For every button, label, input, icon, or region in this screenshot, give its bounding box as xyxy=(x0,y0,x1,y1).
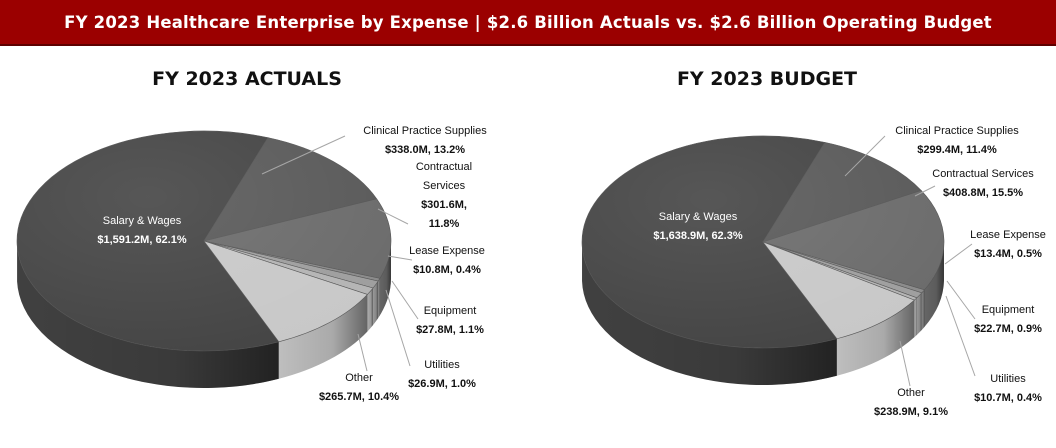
slice-value-contractual-services: $408.8M, 15.5% xyxy=(943,187,1023,199)
slice-label-salary-and-wages: Salary & Wages xyxy=(103,215,182,227)
slice-value-equipment: $27.8M, 1.1% xyxy=(416,324,484,336)
leader-line-equipment xyxy=(391,280,419,320)
pie-side xyxy=(582,243,944,385)
pie-top xyxy=(16,130,392,352)
pie-labels: Salary & Wages $1,638.9M, 62.3% Clinical P… xyxy=(653,125,1046,418)
slice-label-utilities: Utilities xyxy=(424,359,460,371)
pie-side-shade xyxy=(367,288,374,332)
slice-label-other: Other xyxy=(345,372,373,384)
leader-line-clinical-practice-supplies xyxy=(261,135,346,175)
pie-side-shade xyxy=(836,300,915,376)
pie-side-shade xyxy=(914,297,917,338)
slice-value-salary-and-wages: $1,591.2M, 62.1% xyxy=(97,234,187,246)
leader-line-utilities xyxy=(385,289,411,367)
leader-line-other xyxy=(357,333,368,372)
pie-side-shade xyxy=(916,292,922,335)
slice-value-lease-expense: $13.4M, 0.5% xyxy=(974,248,1042,260)
pie-gloss xyxy=(582,136,944,348)
leader-line-lease-expense xyxy=(387,255,413,261)
charts-area: FY 2023 ACTUALS Salary & Wages $1,591.2M, … xyxy=(16,68,1046,418)
slice-value-salary-and-wages: $1,638.9M, 62.3% xyxy=(653,230,743,242)
pie-side-shade xyxy=(921,289,925,330)
pie-side-shade xyxy=(278,294,368,379)
pie-gloss xyxy=(17,131,391,351)
slice-label-clinical-practice-supplies: Clinical Practice Supplies xyxy=(895,125,1019,137)
slice-label-contractual-services: Contractual xyxy=(416,161,472,173)
pie-side-shade xyxy=(924,243,944,327)
pie-side-shade xyxy=(378,278,380,319)
slice-label-clinical-practice-supplies: Clinical Practice Supplies xyxy=(363,125,487,137)
actuals-pie-chart: FY 2023 ACTUALS Salary & Wages $1,591.2M, … xyxy=(16,68,487,403)
slice-label-equipment: Equipment xyxy=(424,305,477,317)
chart-title: FY 2023 ACTUALS xyxy=(152,68,342,90)
header-banner: FY 2023 Healthcare Enterprise by Expense… xyxy=(0,0,1056,46)
slice-value-contractual-services: $301.6M, xyxy=(421,199,467,211)
slice-label-lease-expense: Lease Expense xyxy=(409,245,485,257)
header-title: FY 2023 Healthcare Enterprise by Expense… xyxy=(64,12,992,32)
pie-top xyxy=(581,135,945,349)
pie-side-shade xyxy=(17,244,279,388)
leader-line-clinical-practice-supplies xyxy=(844,135,886,177)
leader-line-lease-expense xyxy=(944,243,973,265)
slice-value-contractual-services: 11.8% xyxy=(429,218,460,230)
leader-line-contractual-services xyxy=(377,208,409,225)
slice-value-utilities: $26.9M, 1.0% xyxy=(408,378,476,390)
budget-pie-chart: FY 2023 BUDGET Salary & Wages $1,638.9M, 6… xyxy=(581,68,1046,418)
slice-label-contractual-services: Services xyxy=(423,180,466,192)
chart-title: FY 2023 BUDGET xyxy=(677,68,857,90)
slice-label-other: Other xyxy=(897,387,925,399)
leader-line-utilities xyxy=(945,295,976,377)
pie-side-shade xyxy=(373,281,379,326)
pie-side-shade xyxy=(582,243,837,385)
slice-value-other: $238.9M, 9.1% xyxy=(874,406,948,418)
leader-line-other xyxy=(899,340,911,387)
pie-labels: Salary & Wages $1,591.2M, 62.1% Clinical P… xyxy=(97,125,487,403)
slice-value-equipment: $22.7M, 0.9% xyxy=(974,323,1042,335)
pie-side xyxy=(17,242,391,388)
slice-label-contractual-services: Contractual Services xyxy=(932,168,1034,180)
slice-value-other: $265.7M, 10.4% xyxy=(319,391,399,403)
slice-value-clinical-practice-supplies: $338.0M, 13.2% xyxy=(385,144,465,156)
slice-label-utilities: Utilities xyxy=(990,373,1026,385)
slice-label-salary-and-wages: Salary & Wages xyxy=(659,211,738,223)
slice-value-utilities: $10.7M, 0.4% xyxy=(974,392,1042,404)
slice-label-lease-expense: Lease Expense xyxy=(970,229,1046,241)
slice-value-clinical-practice-supplies: $299.4M, 11.4% xyxy=(917,144,997,156)
slice-label-equipment: Equipment xyxy=(982,304,1035,316)
slice-value-lease-expense: $10.8M, 0.4% xyxy=(413,264,481,276)
leader-line-equipment xyxy=(946,280,976,320)
leader-line-contractual-services xyxy=(914,185,936,197)
